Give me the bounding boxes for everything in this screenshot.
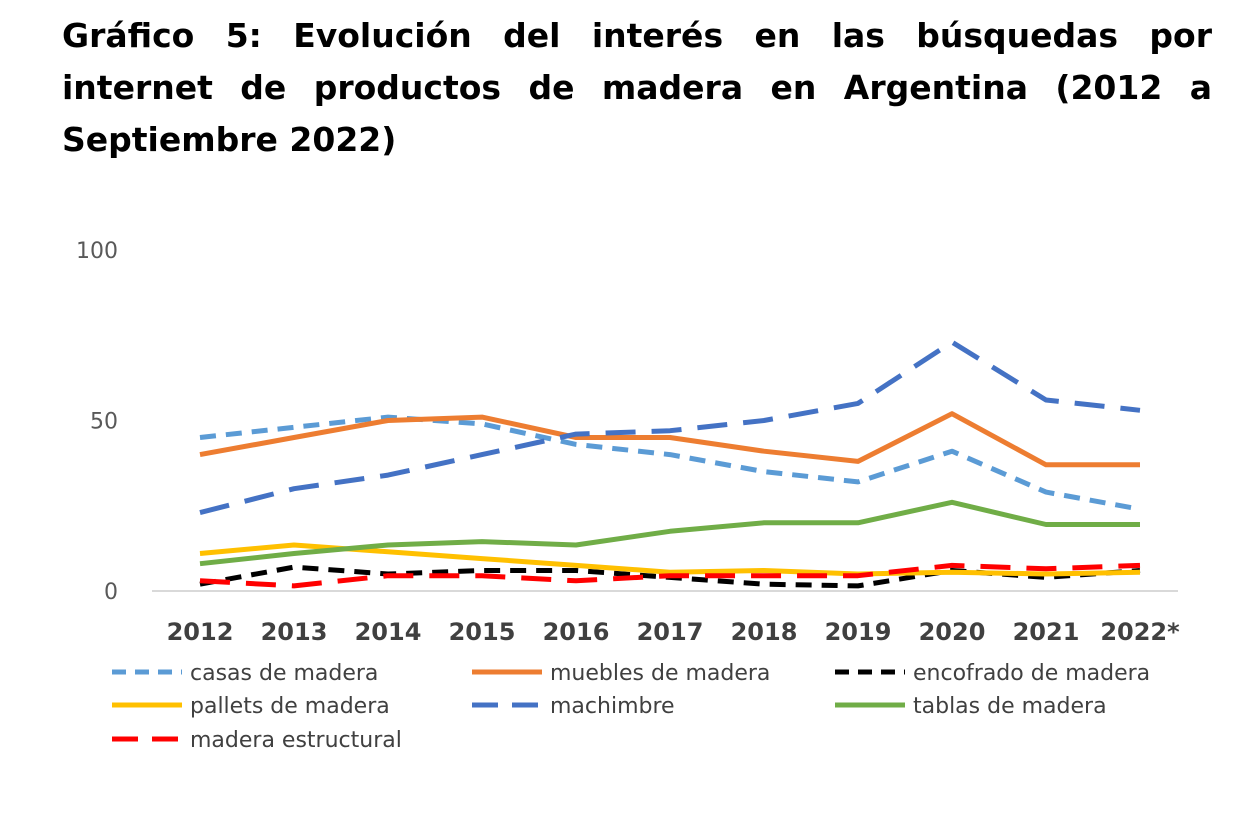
legend-label: madera estructural [190,728,402,753]
legend-label: machimbre [550,694,675,719]
legend-label: casas de madera [190,661,378,686]
y-tick-label: 50 [90,410,118,435]
series-line-5 [199,499,1140,567]
y-tick-label: 0 [104,580,118,605]
x-tick-label: 2014 [355,618,422,646]
x-axis-ticks: 2012 2013 2014 2015 2016 2017 2018 2019 2020 2021… [167,618,1181,646]
x-tick-label: 2022* [1100,618,1180,646]
y-tick-label: 100 [76,239,118,264]
series-lines [199,339,1141,589]
x-tick-label: 2015 [449,618,516,646]
legend: casas de madera muebles de madera encofrad… [112,661,1150,753]
legend-label: encofrado de madera [913,661,1150,686]
x-tick-label: 2021 [1013,618,1080,646]
x-tick-label: 2018 [731,618,798,646]
y-axis-ticks: 0 50 100 [76,239,118,605]
chart-title: Gráfico 5: Evolución del interés en las … [62,16,1212,159]
series-line-4 [199,339,1141,516]
x-tick-label: 2012 [167,618,234,646]
series-line-0 [199,414,1141,512]
legend-label: pallets de madera [190,694,390,719]
x-tick-label: 2017 [637,618,704,646]
series-line-6 [199,562,1141,589]
legend-label: tablas de madera [913,694,1107,719]
x-tick-label: 2020 [919,618,986,646]
x-tick-label: 2013 [261,618,328,646]
x-tick-label: 2019 [825,618,892,646]
x-tick-label: 2016 [543,618,610,646]
series-line-1 [199,411,1140,468]
legend-label: muebles de madera [550,661,770,686]
